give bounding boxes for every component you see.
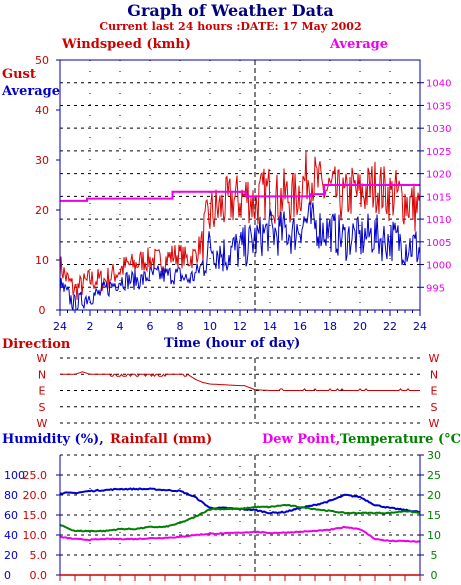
x-axis-label: Time (hour of day) <box>164 336 301 351</box>
direction-right-label: N <box>430 368 438 381</box>
temperature-tick-label: 20 <box>427 489 441 502</box>
temperature-tick-label: 10 <box>427 529 441 542</box>
wind-x-tick-label: 14 <box>263 320 277 333</box>
direction-legend: Direction <box>2 337 71 352</box>
wind-x-tick-label: 6 <box>147 320 154 333</box>
direction-left-label: S <box>39 401 46 414</box>
average-wind-series-line <box>59 200 421 312</box>
wind-right-tick-label: 1015 <box>426 192 451 203</box>
direction-right-label: W <box>429 417 440 430</box>
humidity-tick-label: 40 <box>4 529 18 542</box>
wind-x-tick-label: 2 <box>87 320 94 333</box>
wind-right-tick-label: 995 <box>426 283 445 294</box>
rainfall-tick-label: 20.0 <box>23 489 48 502</box>
gust-legend: Gust <box>2 67 36 82</box>
temperature-tick-label: 30 <box>427 449 441 462</box>
direction-left-label: E <box>39 385 46 398</box>
humidity-tick-label: 60 <box>4 509 18 522</box>
wind-right-tick-label: 1030 <box>426 124 451 135</box>
wind-right-tick-label: 1010 <box>426 215 451 226</box>
temperature-legend: Temperature (°C) <box>340 432 461 447</box>
wind-left-tick-label: 0 <box>39 304 46 317</box>
temperature-tick-label: 5 <box>431 549 438 562</box>
wind-x-tick-label: 24 <box>53 320 67 333</box>
humidity-tick-label: 100 <box>4 469 25 482</box>
humidity-tick-label: 80 <box>4 489 18 502</box>
humidity-legend: Humidity (%), <box>2 432 104 447</box>
direction-plot-area <box>60 358 420 423</box>
wind-x-tick-label: 4 <box>117 320 124 333</box>
page-title: Graph of Weather Data <box>127 1 334 20</box>
direction-right-label: S <box>431 401 438 414</box>
dew-point-series-line <box>59 525 421 543</box>
wind-right-tick-label: 1040 <box>426 79 451 90</box>
wind-right-tick-label: 1035 <box>426 101 451 112</box>
wind-x-tick-label: 10 <box>203 320 217 333</box>
average-pressure-legend: Average <box>330 37 389 52</box>
pressure-series-line <box>60 184 420 202</box>
direction-series-line <box>60 371 420 391</box>
wind-x-tick-label: 22 <box>383 320 397 333</box>
wind-x-tick-label: 20 <box>353 320 367 333</box>
rainfall-legend: Rainfall (mm) <box>110 432 213 447</box>
wind-right-tick-label: 1000 <box>426 261 451 272</box>
dew-point-legend: Dew Point, <box>262 432 341 447</box>
temperature-tick-label: 0 <box>431 569 438 582</box>
average-wind-legend: Average <box>2 84 61 99</box>
wind-left-tick-label: 10 <box>35 254 49 267</box>
wind-x-tick-label: 12 <box>233 320 247 333</box>
temperature-tick-label: 25 <box>427 469 441 482</box>
wind-left-tick-label: 40 <box>35 104 49 117</box>
wind-left-tick-label: 20 <box>35 204 49 217</box>
temperature-series-line <box>59 503 421 533</box>
direction-left-label: W <box>37 417 48 430</box>
wind-x-tick-label: 16 <box>293 320 307 333</box>
wind-right-tick-label: 1025 <box>426 147 451 158</box>
wind-x-tick-label: 18 <box>323 320 337 333</box>
humidity-tick-label: 20 <box>4 549 18 562</box>
direction-left-label: N <box>38 368 46 381</box>
wind-left-tick-label: 30 <box>35 154 49 167</box>
gust-series-line <box>59 150 421 300</box>
rainfall-tick-label: 25.0 <box>23 469 48 482</box>
wind-right-tick-label: 1005 <box>426 238 451 249</box>
rainfall-tick-label: 15.0 <box>23 509 48 522</box>
rainfall-tick-label: 5.0 <box>30 549 48 562</box>
temperature-tick-label: 15 <box>427 509 441 522</box>
wind-right-tick-label: 1020 <box>426 170 451 181</box>
direction-right-label: W <box>429 352 440 365</box>
windspeed-legend: Windspeed (kmh) <box>62 37 191 52</box>
humidity-tick-label: 0 <box>4 569 11 582</box>
wind-x-tick-label: 8 <box>177 320 184 333</box>
rainfall-tick-label: 0.0 <box>30 569 48 582</box>
page-subtitle: Current last 24 hours :DATE: 17 May 2002 <box>99 20 362 33</box>
direction-right-label: E <box>431 385 438 398</box>
rainfall-tick-label: 10.0 <box>23 529 48 542</box>
direction-left-label: W <box>37 352 48 365</box>
wind-x-tick-label: 24 <box>413 320 427 333</box>
wind-left-tick-label: 50 <box>35 54 49 67</box>
